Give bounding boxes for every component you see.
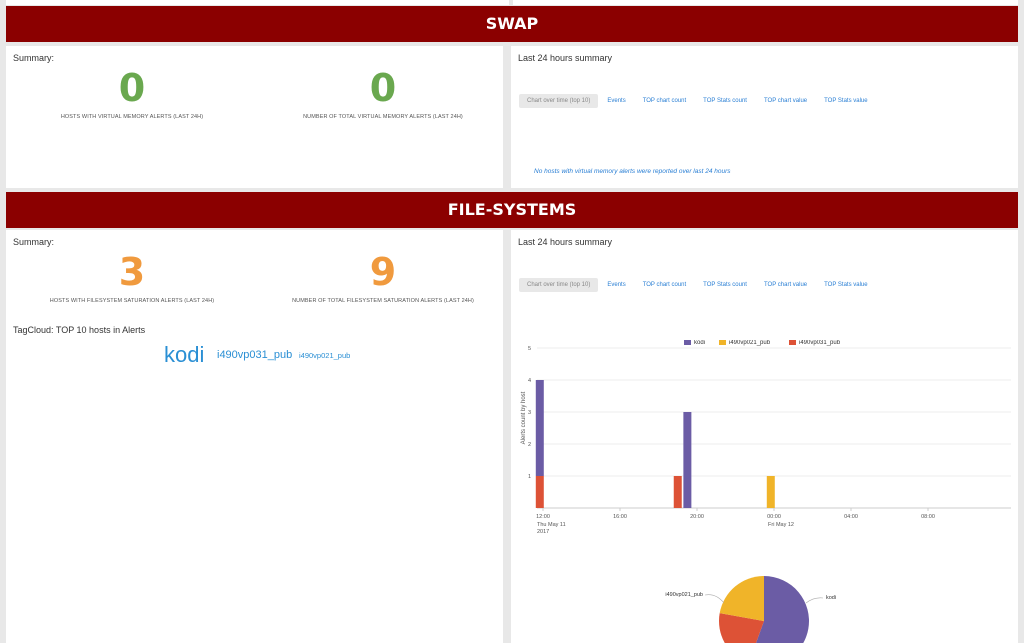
x-tick-sublabel: 2017: [537, 529, 549, 535]
swap-summary-label: Summary:: [13, 53, 55, 63]
tab-top-stats-value[interactable]: TOP Stats value: [824, 98, 868, 104]
fs-summary-panel: Summary: 3 HOSTS WITH FILESYSTEM SATURAT…: [6, 230, 503, 643]
legend-swatch-i490vp021_pub: [719, 340, 726, 345]
pie-slice-i490vp031_pub: [719, 613, 764, 643]
fs-total-count: 9: [369, 250, 397, 294]
tab-top-chart-count[interactable]: TOP chart count: [642, 282, 687, 288]
y-tick-label: 3: [528, 410, 531, 416]
tagcloud-label: TagCloud: TOP 10 hosts in Alerts: [13, 325, 146, 335]
tab-top-chart-value[interactable]: TOP chart value: [763, 98, 808, 104]
pie-slices: [719, 576, 809, 643]
swap-total-count: 0: [369, 66, 397, 110]
pie-slice-i490vp021_pub: [719, 576, 764, 621]
swap-hosts-caption: HOSTS WITH VIRTUAL MEMORY ALERTS (last 2…: [60, 114, 204, 120]
legend-label-i490vp021_pub: i490vp021_pub: [729, 340, 771, 346]
x-tick-sublabel: Fri May 12: [768, 522, 794, 528]
legend-label-kodi: kodi: [694, 340, 705, 346]
swap-empty-message: No hosts with virtual memory alerts were…: [534, 168, 731, 175]
tab-top-stats-count[interactable]: TOP Stats count: [703, 98, 747, 104]
swap-hosts-count: 0: [118, 66, 146, 110]
legend-swatch-i490vp031_pub: [789, 340, 796, 345]
pie-label-i490vp021_pub: i490vp021_pub: [665, 592, 703, 598]
fs-tabs: Chart over time (top 10) Events TOP char…: [519, 278, 877, 292]
filesystems-section-header: FILE-SYSTEMS: [6, 192, 1018, 228]
tab-events[interactable]: Events: [607, 98, 626, 104]
tab-events[interactable]: Events: [607, 282, 626, 288]
bar-i490vp021_pub: [766, 476, 775, 508]
bar-kodi: [683, 412, 692, 508]
pie-label-kodi: kodi: [826, 595, 836, 601]
swap-section-header: SWAP: [6, 6, 1018, 42]
fs-last24-panel: Last 24 hours summary Chart over time (t…: [511, 230, 1018, 643]
tab-top-stats-value[interactable]: TOP Stats value: [824, 282, 868, 288]
tab-top-chart-count[interactable]: TOP chart count: [642, 98, 687, 104]
legend-label-i490vp031_pub: i490vp031_pub: [799, 340, 841, 346]
column-separator: [509, 0, 513, 5]
tab-chart-over-time[interactable]: Chart over time (top 10): [519, 94, 599, 108]
swap-last24-label: Last 24 hours summary: [518, 53, 613, 63]
fs-hosts-caption: HOSTS WITH FILESYSTEM SATURATION ALERTS …: [49, 298, 215, 304]
swap-tabs: Chart over time (top 10) Events TOP char…: [519, 94, 877, 108]
bar-kodi: [535, 380, 544, 476]
fs-hosts-count: 3: [118, 250, 146, 294]
x-tick-label: 12:00: [536, 514, 550, 520]
tab-top-chart-value[interactable]: TOP chart value: [763, 282, 808, 288]
tagcloud-word-i490vp021[interactable]: i490vp021_pub: [299, 351, 351, 360]
tab-chart-over-time[interactable]: Chart over time (top 10): [519, 278, 599, 292]
tab-top-stats-count[interactable]: TOP Stats count: [703, 282, 747, 288]
fs-total-caption: NUMBER OF TOTAL FILESYSTEM SATURATION AL…: [292, 298, 474, 304]
tagcloud-word-kodi[interactable]: kodi: [164, 342, 205, 367]
legend-swatch-kodi: [684, 340, 691, 345]
y-tick-label: 1: [528, 474, 531, 480]
x-tick-label: 20:00: [690, 514, 704, 520]
x-tick-label: 04:00: [844, 514, 858, 520]
bar-i490vp031_pub: [673, 476, 682, 508]
y-tick-label: 5: [528, 346, 531, 352]
swap-last24-panel: Last 24 hours summary Chart over time (t…: [511, 46, 1018, 188]
pie-leader-line: [704, 594, 725, 604]
y-tick-label: 2: [528, 442, 531, 448]
alerts-bar-chart: kodi i490vp021_pub i490vp031_pub 1 2 3 4 5 12:…: [521, 340, 1011, 535]
pie-leader-line: [805, 597, 824, 604]
y-axis-label: Alerts count by host: [521, 391, 527, 444]
fs-last24-label: Last 24 hours summary: [518, 237, 613, 247]
fs-summary-label: Summary:: [13, 237, 55, 247]
tagcloud-word-i490vp031[interactable]: i490vp031_pub: [217, 349, 293, 361]
chart-bars: [535, 380, 775, 508]
x-tick-label: 16:00: [613, 514, 627, 520]
x-tick-label: 00:00: [767, 514, 781, 520]
swap-summary-panel: Summary: 0 HOSTS WITH VIRTUAL MEMORY ALE…: [6, 46, 503, 188]
top-strip: [6, 0, 1018, 5]
y-tick-label: 4: [528, 378, 531, 384]
pie-slice-kodi: [755, 576, 809, 643]
chart-legend: kodi i490vp021_pub i490vp031_pub: [684, 340, 841, 346]
x-tick-label: 08:00: [921, 514, 935, 520]
bar-i490vp031_pub: [535, 476, 544, 508]
x-tick-sublabel: Thu May 11: [537, 522, 566, 528]
y-axis-ticks: 1 2 3 4 5: [528, 346, 531, 480]
swap-total-caption: NUMBER OF TOTAL VIRTUAL MEMORY ALERTS (l…: [303, 114, 463, 120]
